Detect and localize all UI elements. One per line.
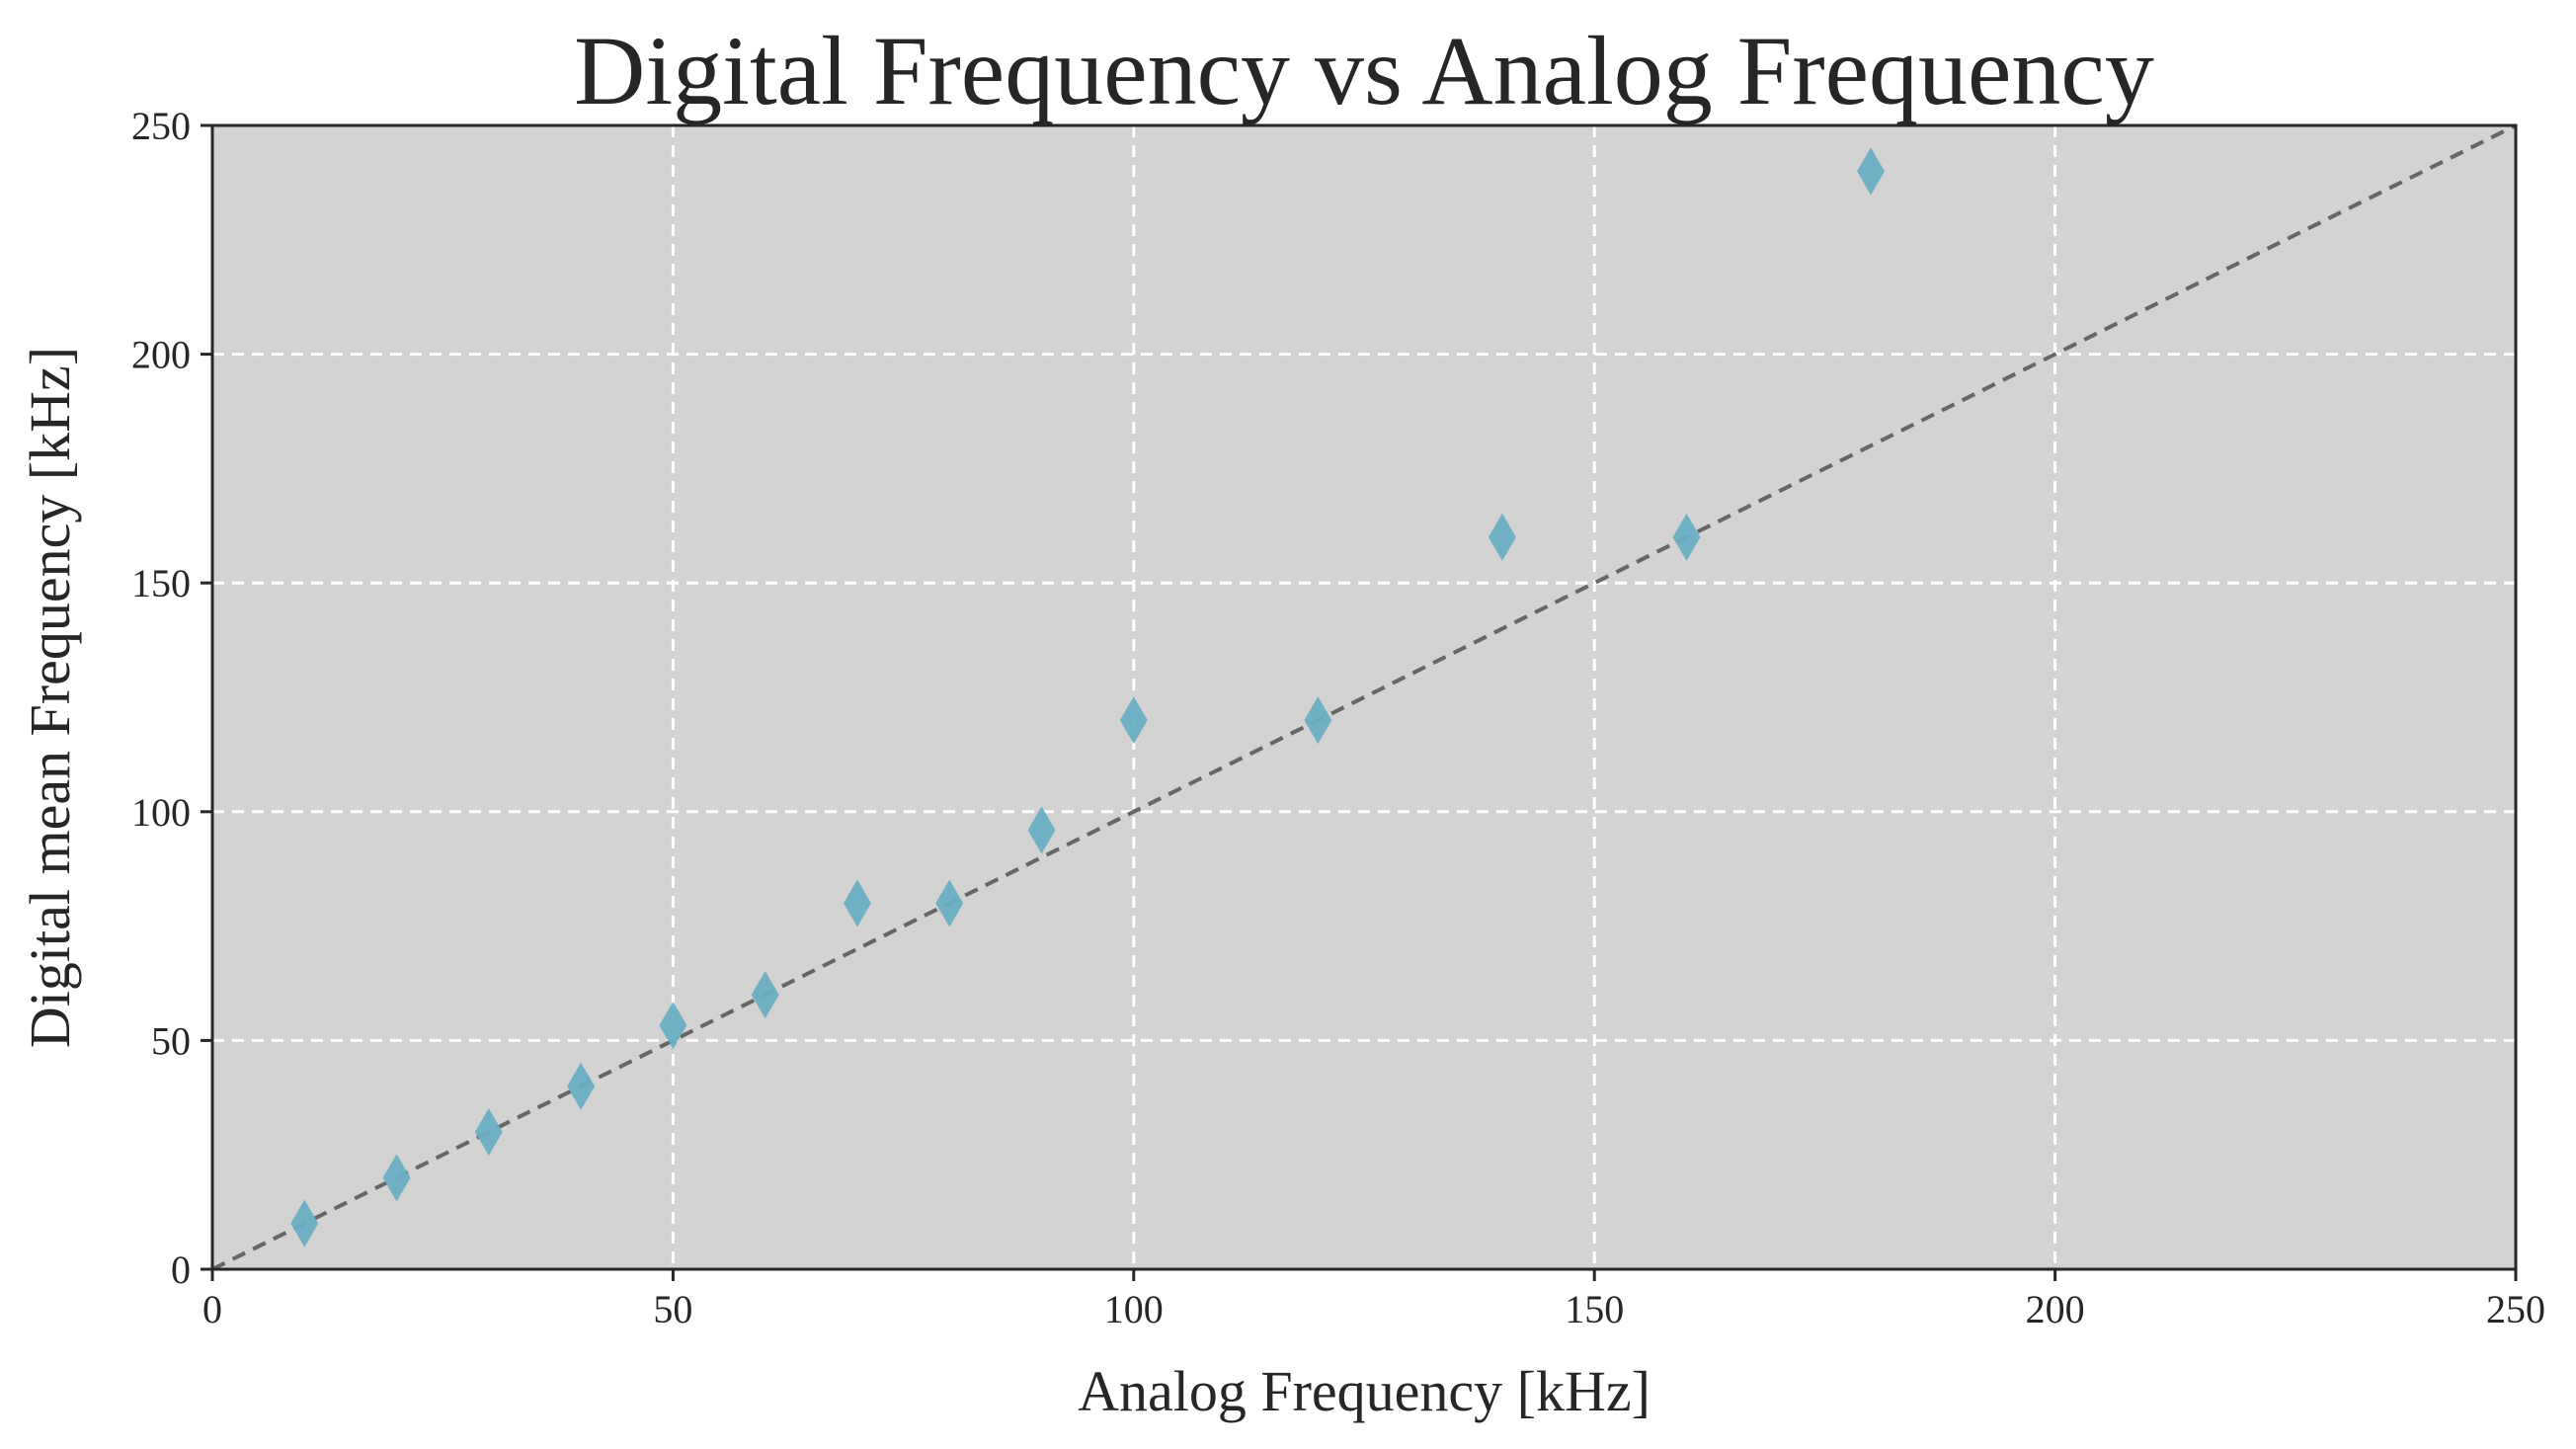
- y-tick-label: 50: [151, 1018, 191, 1063]
- data-point: [1857, 147, 1886, 196]
- data-point: [290, 1199, 319, 1248]
- reference-line: [211, 123, 2517, 1271]
- x-axis-label: Analog Frequency [kHz]: [1078, 1359, 1650, 1423]
- data-point: [567, 1062, 596, 1110]
- x-tick-label: 250: [2486, 1287, 2545, 1331]
- data-point: [1672, 513, 1701, 561]
- chart-title: Digital Frequency vs Analog Frequency: [574, 16, 2154, 125]
- data-point: [382, 1154, 411, 1202]
- x-tick-label: 0: [202, 1287, 222, 1331]
- y-tick-label: 250: [131, 104, 191, 148]
- data-point: [1304, 696, 1332, 745]
- grid-lines: [212, 125, 2516, 1269]
- y-axis-ticks: 0 50 100 150 200 250: [131, 104, 212, 1292]
- data-point: [659, 1002, 687, 1050]
- x-tick-label: 50: [653, 1287, 692, 1331]
- x-tick-label: 150: [1565, 1287, 1624, 1331]
- data-point: [1027, 806, 1056, 854]
- x-axis-ticks: 0 50 100 150 200 250: [202, 1269, 2545, 1331]
- y-tick-label: 0: [171, 1248, 191, 1292]
- data-point: [751, 971, 779, 1019]
- data-point: [474, 1108, 503, 1157]
- y-tick-label: 200: [131, 333, 191, 377]
- data-point: [843, 879, 871, 927]
- data-point: [1488, 513, 1516, 561]
- x-tick-label: 200: [2026, 1287, 2085, 1331]
- data-point: [1119, 696, 1148, 745]
- x-tick-label: 100: [1104, 1287, 1164, 1331]
- y-tick-label: 100: [131, 790, 191, 835]
- y-axis-label: Digital mean Frequency [kHz]: [18, 347, 82, 1048]
- plot-frame: [210, 123, 2518, 1271]
- data-point: [935, 879, 964, 927]
- data-points: [290, 147, 1886, 1248]
- y-tick-label: 150: [131, 561, 191, 605]
